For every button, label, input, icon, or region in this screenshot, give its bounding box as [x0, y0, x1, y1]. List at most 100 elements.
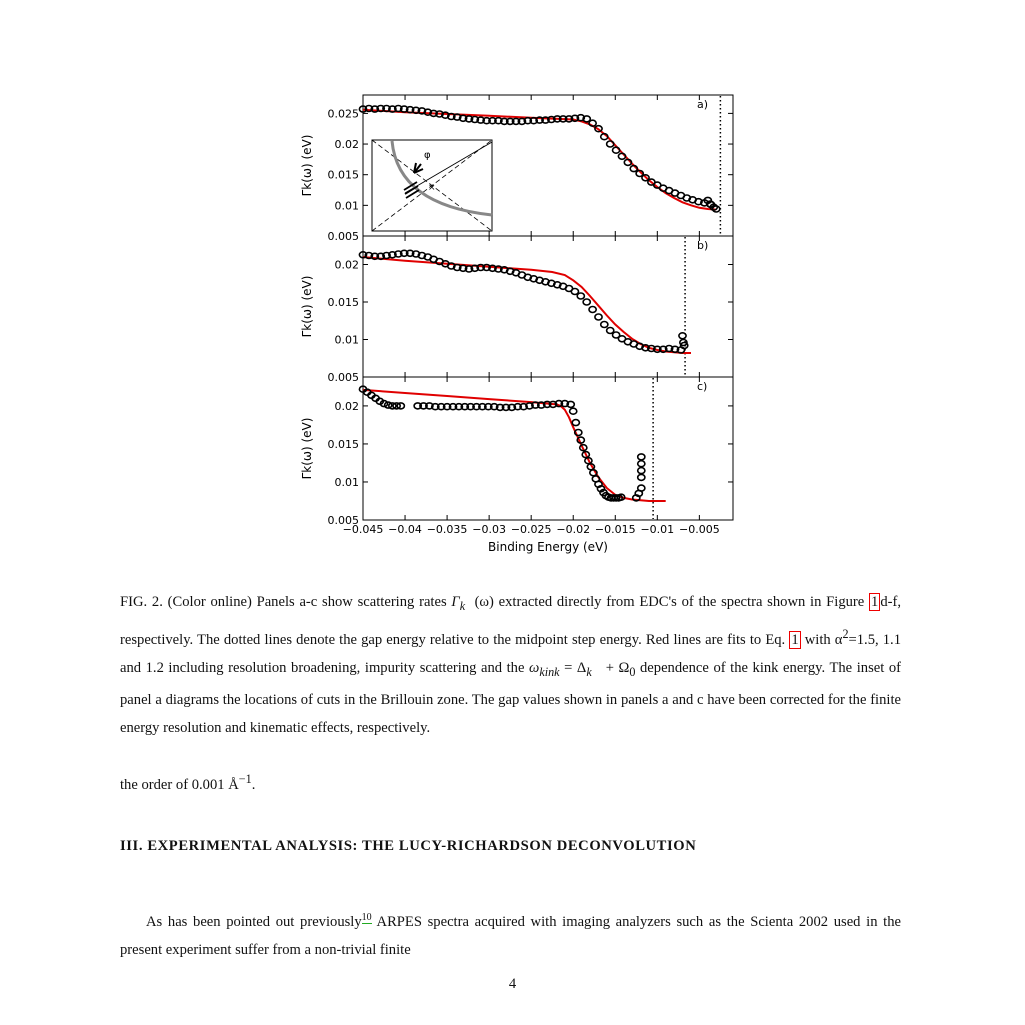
- data-point: [364, 104, 374, 113]
- data-point: [547, 115, 556, 124]
- y-tick-label: 0.025: [328, 107, 360, 120]
- data-point: [396, 402, 406, 410]
- y-tick-label: 0.005: [328, 514, 360, 527]
- data-point: [611, 146, 621, 154]
- x-tick-label: −0.04: [388, 523, 422, 536]
- data-point: [529, 116, 539, 125]
- data-point: [605, 140, 615, 148]
- data-point: [464, 265, 474, 273]
- data-point: [507, 403, 517, 412]
- data-point: [541, 116, 550, 124]
- data-point: [566, 400, 576, 409]
- data-point: [576, 292, 586, 300]
- data-point: [568, 407, 578, 416]
- data-point: [452, 113, 462, 121]
- data-point: [358, 251, 368, 259]
- inset-phi-label: φ: [424, 150, 431, 161]
- data-point: [523, 116, 533, 125]
- data-point: [629, 164, 639, 173]
- panel-label: b): [697, 239, 708, 252]
- data-point: [458, 114, 468, 123]
- data-point: [552, 280, 562, 289]
- data-point: [419, 402, 428, 410]
- y-tick-label: 0.02: [335, 138, 360, 151]
- data-point: [382, 104, 391, 113]
- y-axis-label: Γk(ω) (eV): [300, 418, 314, 480]
- data-point: [436, 402, 446, 411]
- data-point: [636, 473, 646, 482]
- y-tick-label: 0.015: [328, 169, 360, 182]
- data-point: [417, 107, 427, 115]
- data-point: [576, 113, 586, 122]
- data-point: [560, 399, 570, 408]
- data-point: [616, 493, 626, 502]
- x-axis-label: Binding Energy (eV): [488, 540, 608, 554]
- y-axis-label: Γk(ω) (eV): [300, 135, 314, 197]
- data-point: [542, 400, 552, 409]
- data-point: [460, 402, 470, 411]
- inset-cut-direction: [404, 141, 493, 194]
- panel-2: 0.005 0.01 0.015 0.02 Γk(ω) (eV) b): [300, 235, 734, 384]
- data-point: [476, 263, 486, 272]
- data-point: [448, 402, 458, 411]
- data-point: [635, 169, 645, 178]
- cut-mark: [405, 189, 420, 199]
- body-paragraph: As has been pointed out previously10 ARP…: [120, 912, 902, 958]
- data-point: [392, 402, 401, 410]
- data-point: [531, 401, 540, 409]
- data-point: [570, 287, 580, 296]
- data-point: [679, 338, 688, 347]
- data-point: [611, 331, 621, 339]
- data-point: [517, 117, 527, 126]
- data-point: [423, 108, 433, 116]
- inset-center-mark: ×: [428, 183, 436, 193]
- page-number: 4: [508, 976, 517, 992]
- data-point: [458, 264, 468, 273]
- data-point: [482, 116, 491, 125]
- data-point: [442, 402, 452, 411]
- fit-curve: [362, 108, 717, 211]
- data-point: [558, 115, 568, 123]
- data-point: [411, 106, 421, 115]
- data-point: [387, 105, 397, 113]
- data-point: [581, 450, 591, 459]
- data-point: [635, 342, 645, 351]
- section-heading: III. EXPERIMENTAL ANALYSIS: THE LUCY-RIC…: [120, 838, 697, 854]
- data-point: [483, 402, 493, 411]
- y-tick-label: 0.005: [328, 371, 360, 384]
- citation-ref-link[interactable]: 10: [361, 912, 372, 924]
- fermi-surface-arc: [390, 140, 493, 217]
- figure-ref-link[interactable]: 1: [869, 593, 881, 611]
- equation-ref-link[interactable]: 1: [789, 630, 801, 649]
- panel-label: c): [697, 380, 707, 393]
- data-point: [641, 174, 650, 182]
- data-point: [599, 320, 609, 329]
- data-point: [488, 264, 497, 273]
- data-point: [511, 117, 521, 126]
- data-point: [535, 116, 544, 124]
- data-point: [470, 115, 480, 124]
- data-point: [379, 399, 389, 408]
- y-tick-label: 0.005: [328, 230, 360, 243]
- data-point: [525, 402, 534, 410]
- data-point: [588, 305, 597, 314]
- data-point: [582, 115, 592, 123]
- data-point: [499, 117, 509, 126]
- data-point: [399, 249, 409, 258]
- x-tick-label: −0.015: [595, 523, 636, 536]
- data-point: [505, 267, 515, 276]
- data-point: [488, 116, 497, 125]
- panel-frame: [362, 376, 734, 521]
- data-point: [709, 203, 719, 211]
- y-tick-label: 0.015: [328, 438, 360, 451]
- data-point: [636, 459, 646, 468]
- panel-3: 0.005 0.01 0.015 0.02 Γk(ω) (eV) c) −0.045 −0.0…: [300, 376, 734, 554]
- data-point: [647, 344, 656, 353]
- data-point: [519, 402, 528, 411]
- data-point: [495, 403, 505, 412]
- panel-1: 0.005 0.01 0.015 0.02 0.025 Γk(ω) (eV) a): [300, 94, 734, 243]
- data-point: [446, 112, 456, 121]
- data-point: [505, 117, 515, 126]
- data-point: [623, 158, 633, 167]
